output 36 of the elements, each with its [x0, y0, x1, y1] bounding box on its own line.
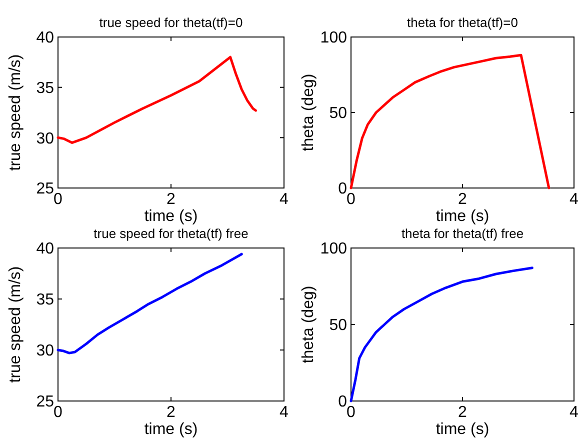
line-series — [350, 266, 534, 402]
y-tick-label: 35 — [36, 80, 54, 97]
x-tick-label: 4 — [280, 404, 289, 421]
y-tick-label: 50 — [329, 317, 348, 334]
x-tick-label: 2 — [458, 404, 468, 421]
x-tick-label: 4 — [570, 404, 579, 421]
chart-title: true speed for theta(tf)=0 — [99, 15, 243, 30]
chart-title: theta for theta(tf)=0 — [407, 15, 518, 30]
line-series — [350, 54, 550, 190]
y-tick-label: 50 — [329, 105, 348, 122]
y-tick-label: 40 — [36, 30, 54, 47]
x-tick-label: 2 — [166, 191, 176, 208]
line-series — [56, 252, 243, 354]
x-tick-label: 4 — [570, 191, 579, 208]
y-tick-label: 40 — [36, 240, 54, 258]
chart-title: theta for theta(tf) free — [401, 226, 524, 241]
y-tick-label: 35 — [36, 292, 54, 309]
y-axis-title: true speed (m/s) — [7, 54, 24, 171]
line-series — [56, 56, 257, 144]
x-tick-label: 4 — [280, 191, 289, 208]
x-axis-title: time (s) — [144, 421, 198, 438]
y-axis-title: theta (deg) — [300, 286, 317, 364]
y-axis-title: true speed (m/s) — [7, 266, 24, 383]
y-tick-label: 30 — [36, 130, 54, 148]
y-tick-label: 100 — [320, 30, 348, 47]
y-tick-label: 100 — [320, 240, 348, 258]
y-tick-label: 30 — [36, 342, 54, 360]
x-axis-title: time (s) — [436, 421, 490, 438]
y-axis-title: theta (deg) — [300, 74, 317, 152]
x-axis-title: time (s) — [436, 208, 490, 225]
x-axis-title: time (s) — [144, 208, 198, 225]
y-tick-label: 25 — [36, 394, 54, 411]
chart-title: true speed for theta(tf) free — [94, 226, 248, 241]
x-tick-label: 2 — [458, 191, 468, 208]
y-tick-label: 25 — [36, 180, 54, 198]
x-tick-label: 2 — [166, 404, 176, 421]
